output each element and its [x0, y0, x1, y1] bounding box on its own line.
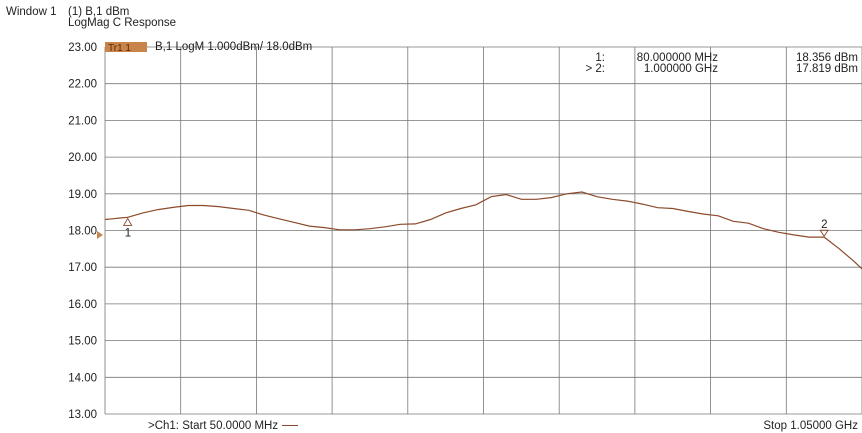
y-tick-label: 16.00 [68, 299, 97, 311]
y-tick-label: 23.00 [68, 42, 97, 54]
trace-badge-label: Tr1 1 [108, 43, 131, 54]
y-tick-label: 18.00 [68, 226, 97, 238]
sweep-start-text: >Ch1: Start 50.0000 MHz [148, 420, 279, 432]
marker-symbols: 12 [122, 217, 829, 239]
marker-readout-frequency: 80.000000 MHz [637, 52, 718, 64]
marker-readout-label: > 2: [585, 63, 605, 75]
trace-legend-swatch [282, 425, 299, 427]
sweep-start-label: >Ch1: Start 50.0000 MHz [148, 420, 299, 432]
y-tick-label: 22.00 [68, 79, 97, 91]
y-tick-label: 21.00 [68, 115, 97, 127]
trace-badge[interactable] [105, 42, 147, 52]
marker-readouts: 1: 80.000000 MHz 18.356 dBm > 2: 1.000000 GH… [585, 52, 858, 75]
y-tick-label: 13.00 [68, 409, 97, 421]
reference-level-arrow[interactable] [97, 231, 103, 239]
y-tick-label: 19.00 [68, 189, 97, 201]
y-tick-label: 14.00 [68, 372, 97, 384]
marker-1-label: 1 [125, 227, 131, 239]
marker-2-label: 2 [821, 219, 827, 231]
y-axis-ticks: 23.00 22.00 21.00 20.00 19.00 18.00 17.00 16.00… [68, 42, 97, 421]
marker-readout-value: 17.819 dBm [796, 63, 858, 75]
trace-title: B,1 LogM 1.000dBm/ 18.0dBm [155, 41, 312, 53]
plot-grid [104, 46, 862, 415]
sweep-stop-label: Stop 1.05000 GHz [763, 420, 858, 432]
y-tick-label: 15.00 [68, 336, 97, 348]
window-trace-heading: (1) B,1 dBm [68, 6, 130, 18]
marker-readout-label: 1: [595, 52, 605, 64]
y-tick-label: 20.00 [68, 152, 97, 164]
y-tick-label: 17.00 [68, 262, 97, 274]
window-title: Window 1 [6, 6, 57, 18]
marker-2-symbol [819, 229, 829, 237]
marker-readout-value: 18.356 dBm [796, 52, 858, 64]
marker-1-symbol [122, 217, 133, 226]
marker-readout-frequency: 1.000000 GHz [644, 63, 718, 75]
window-format-heading: LogMag C Response [68, 17, 177, 29]
trace-line [104, 191, 862, 270]
